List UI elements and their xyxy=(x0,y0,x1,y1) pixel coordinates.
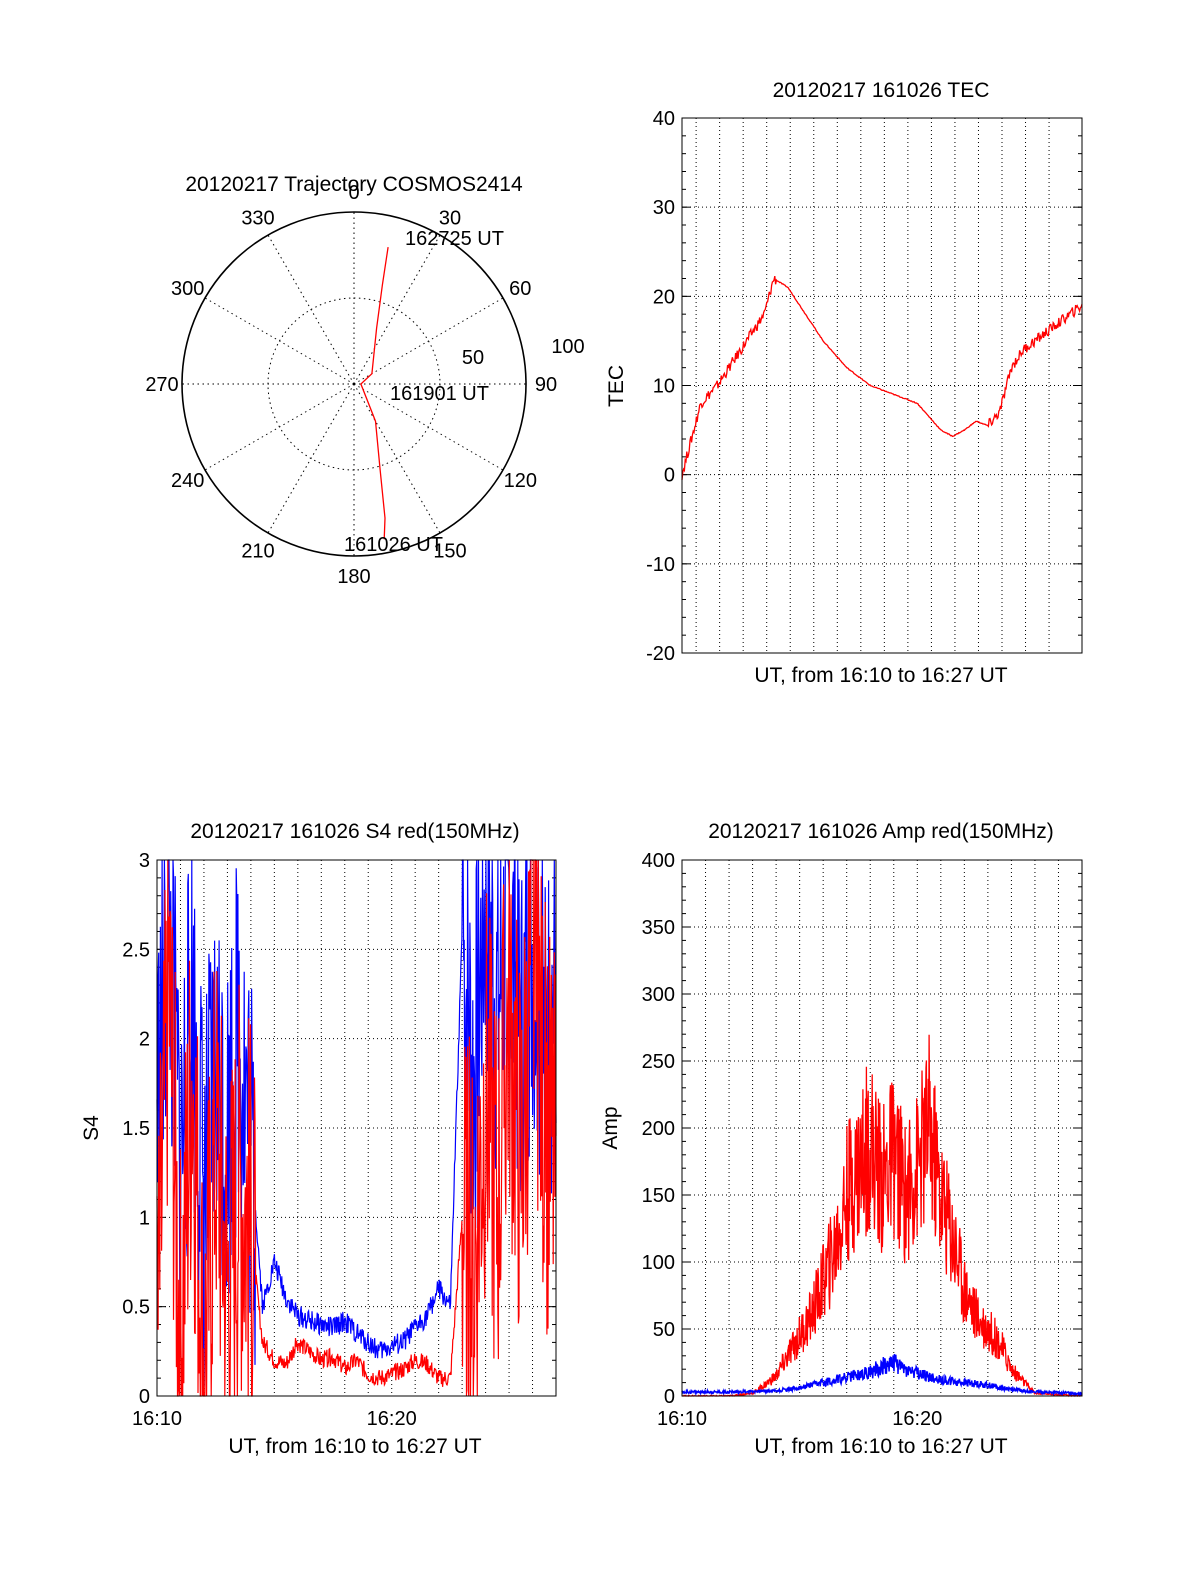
polar-chart: 20120217 Trajectory COSMOS2414 0 30 60 90 12… xyxy=(145,173,584,588)
tec-ytick-label: 10 xyxy=(653,376,675,398)
polar-spoke xyxy=(204,383,355,471)
amp-ytick-label: 50 xyxy=(653,1319,675,1341)
polar-angle-label: 0 xyxy=(348,182,359,204)
s4-ytick-label: 1 xyxy=(139,1207,150,1229)
polar-spoke xyxy=(267,383,355,534)
amp-ticks: 0 50 100 150 200 250 300 350 400 16:10 16:20 xyxy=(642,850,1082,1430)
amp-ytick-label: 250 xyxy=(642,1051,675,1073)
amp-ytick-label: 350 xyxy=(642,917,675,939)
amp-xlabel: UT, from 16:10 to 16:27 UT xyxy=(754,1435,1007,1458)
tec-ytick-label: -20 xyxy=(646,643,675,665)
polar-spoke xyxy=(353,383,441,534)
s4-ytick-label: 2 xyxy=(139,1029,150,1051)
amp-xtick-label: 16:10 xyxy=(657,1408,707,1430)
s4-ytick-label: 3 xyxy=(139,850,150,872)
annotation-mid-time: 161901 UT xyxy=(390,383,489,405)
s4-red-series-line xyxy=(156,859,557,1397)
tec-series-line xyxy=(681,275,1083,480)
amp-ytick-label: 100 xyxy=(642,1252,675,1274)
s4-title: 20120217 161026 S4 red(150MHz) xyxy=(190,820,519,843)
tec-grid xyxy=(682,118,1082,653)
amp-grid xyxy=(682,860,1082,1396)
polar-angle-label: 300 xyxy=(171,278,204,300)
polar-angle-label: 180 xyxy=(337,566,370,588)
polar-spoke xyxy=(353,234,441,385)
polar-labels: 0 30 60 90 120 150 180 210 240 270 300 330 50 100 xyxy=(145,182,584,588)
annotation-end-time: 162725 UT xyxy=(405,228,504,250)
polar-angle-label: 30 xyxy=(439,208,461,230)
s4-chart: 20120217 161026 S4 red(150MHz) 0 0.5 1 1.5 2… xyxy=(80,820,557,1458)
tec-xlabel: UT, from 16:10 to 16:27 UT xyxy=(754,664,1007,687)
tec-chart: 20120217 161026 TEC -20 -10 0 10 20 30 40 UT, … xyxy=(605,79,1083,687)
polar-angle-label: 60 xyxy=(509,278,531,300)
s4-frame xyxy=(156,859,557,1397)
amp-ytick-label: 300 xyxy=(642,984,675,1006)
tec-ticks: -20 -10 0 10 20 30 40 xyxy=(646,108,1082,665)
polar-radius-label: 50 xyxy=(462,347,484,369)
tec-title: 20120217 161026 TEC xyxy=(773,79,990,102)
s4-xlabel: UT, from 16:10 to 16:27 UT xyxy=(228,1435,481,1458)
amp-chart: 20120217 161026 Amp red(150MHz) 0 50 100 15… xyxy=(599,820,1083,1458)
tec-ytick-label: 0 xyxy=(664,465,675,487)
polar-spoke xyxy=(204,297,355,385)
tec-ytick-label: 20 xyxy=(653,286,675,308)
polar-spoke xyxy=(353,383,504,471)
tec-frame xyxy=(681,117,1083,654)
tec-ytick-label: 30 xyxy=(653,197,675,219)
polar-angle-label: 90 xyxy=(535,374,557,396)
polar-angle-label: 150 xyxy=(433,540,466,562)
polar-title: 20120217 Trajectory COSMOS2414 xyxy=(185,173,523,196)
tec-ytick-label: -10 xyxy=(646,554,675,576)
tec-ylabel: TEC xyxy=(605,365,628,407)
polar-radius-label: 100 xyxy=(551,336,584,358)
polar-angle-label: 240 xyxy=(171,470,204,492)
amp-frame xyxy=(681,859,1083,1397)
amp-ytick-label: 150 xyxy=(642,1185,675,1207)
s4-xtick-label: 16:20 xyxy=(367,1408,417,1430)
trajectory-line xyxy=(360,247,389,540)
amp-ylabel: Amp xyxy=(599,1106,622,1149)
amp-blue-series-line xyxy=(681,1354,1083,1397)
polar-spoke xyxy=(353,297,504,385)
polar-angle-label: 120 xyxy=(504,470,537,492)
polar-angle-label: 330 xyxy=(241,208,274,230)
s4-xtick-label: 16:10 xyxy=(132,1408,182,1430)
polar-angle-label: 210 xyxy=(241,540,274,562)
s4-ylabel: S4 xyxy=(80,1115,103,1141)
polar-outer-ring xyxy=(181,211,527,557)
amp-ytick-label: 0 xyxy=(664,1386,675,1408)
s4-ytick-label: 0 xyxy=(139,1386,150,1408)
amp-ytick-label: 400 xyxy=(642,850,675,872)
polar-spoke xyxy=(267,234,355,385)
polar-angle-label: 270 xyxy=(145,374,178,396)
amp-red-series-line xyxy=(682,1034,1083,1398)
s4-ytick-label: 1.5 xyxy=(122,1118,150,1140)
s4-ytick-label: 0.5 xyxy=(122,1297,150,1319)
amp-title: 20120217 161026 Amp red(150MHz) xyxy=(708,820,1054,843)
polar-grid xyxy=(181,211,527,557)
s4-ytick-label: 2.5 xyxy=(122,939,150,961)
amp-xtick-label: 16:20 xyxy=(892,1408,942,1430)
annotation-start-time: 161026 UT xyxy=(344,534,443,556)
tec-ytick-label: 40 xyxy=(653,108,675,130)
amp-ytick-label: 200 xyxy=(642,1118,675,1140)
